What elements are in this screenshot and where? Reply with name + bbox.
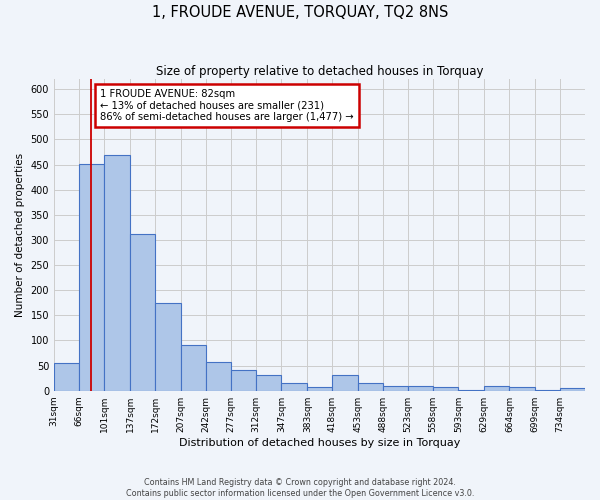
Bar xyxy=(79,164,104,390)
Y-axis label: Number of detached properties: Number of detached properties xyxy=(15,153,25,317)
Bar xyxy=(54,363,79,390)
Bar xyxy=(560,388,585,390)
Bar xyxy=(206,362,231,390)
Bar xyxy=(281,382,307,390)
Bar xyxy=(332,375,358,390)
Bar xyxy=(408,386,433,390)
Bar xyxy=(181,346,206,391)
Bar xyxy=(358,382,383,390)
Bar xyxy=(231,370,256,390)
Text: Contains HM Land Registry data © Crown copyright and database right 2024.
Contai: Contains HM Land Registry data © Crown c… xyxy=(126,478,474,498)
Bar xyxy=(383,386,408,390)
Bar xyxy=(130,234,155,390)
Bar xyxy=(433,386,458,390)
Bar xyxy=(484,386,509,390)
Text: 1 FROUDE AVENUE: 82sqm
← 13% of detached houses are smaller (231)
86% of semi-de: 1 FROUDE AVENUE: 82sqm ← 13% of detached… xyxy=(100,89,354,122)
Text: 1, FROUDE AVENUE, TORQUAY, TQ2 8NS: 1, FROUDE AVENUE, TORQUAY, TQ2 8NS xyxy=(152,5,448,20)
Bar xyxy=(104,154,130,390)
Bar xyxy=(509,386,535,390)
Title: Size of property relative to detached houses in Torquay: Size of property relative to detached ho… xyxy=(156,65,483,78)
Bar xyxy=(307,386,332,390)
Bar xyxy=(155,303,181,390)
Bar xyxy=(256,375,281,390)
X-axis label: Distribution of detached houses by size in Torquay: Distribution of detached houses by size … xyxy=(179,438,460,448)
